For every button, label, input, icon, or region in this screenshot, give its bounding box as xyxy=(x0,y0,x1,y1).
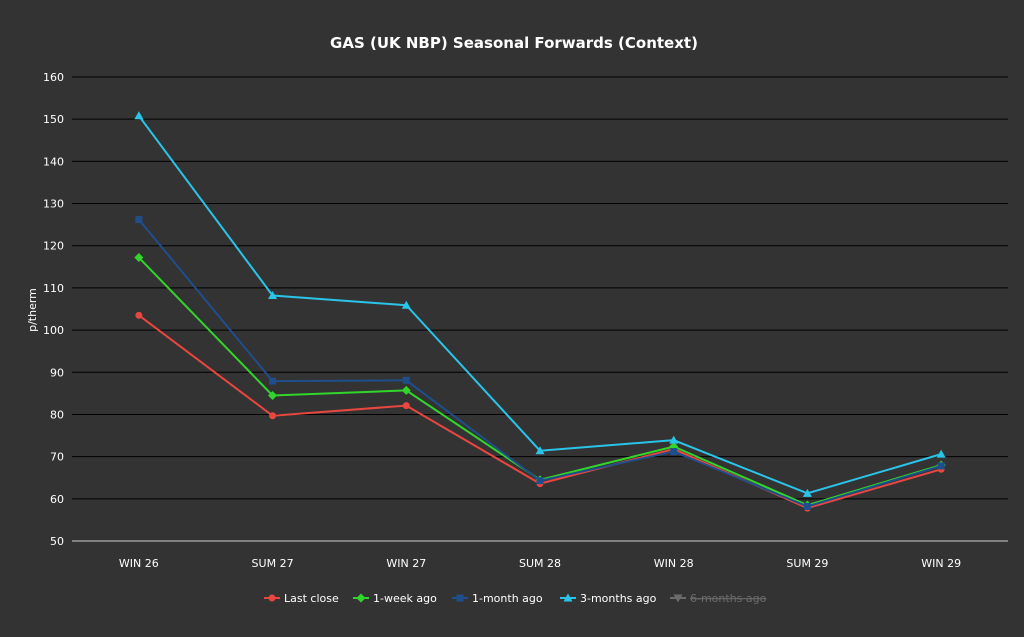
data-point-1-month-ago xyxy=(937,462,945,470)
y-tick-label: 60 xyxy=(50,493,64,506)
series-line-3-months-ago xyxy=(138,115,942,495)
x-tick-label: WIN 28 xyxy=(654,557,694,570)
y-tick-label: 90 xyxy=(50,366,64,379)
gridlines xyxy=(72,76,1008,542)
y-axis-label: p/therm xyxy=(26,288,39,332)
data-point-1-month-ago xyxy=(803,502,811,510)
x-tick-label: SUM 28 xyxy=(519,557,561,570)
data-point-3-months-ago xyxy=(134,111,144,120)
series-1-week-ago xyxy=(134,253,946,510)
series-3-months-ago xyxy=(134,111,946,497)
data-point-1-month-ago xyxy=(402,376,410,384)
legend-marker-icon xyxy=(356,593,366,603)
y-tick-label: 110 xyxy=(43,282,64,295)
legend-label: 6-months ago xyxy=(690,592,767,605)
legend-marker-icon xyxy=(563,593,573,602)
legend-item-6-months-ago[interactable]: 6-months ago xyxy=(670,592,767,605)
data-point-3-months-ago xyxy=(401,300,411,309)
x-tick-label: SUM 27 xyxy=(252,557,294,570)
legend-item-3-months-ago[interactable]: 3-months ago xyxy=(560,592,657,605)
data-point-last-close xyxy=(402,402,410,410)
legend-label: Last close xyxy=(284,592,339,605)
series-1-month-ago xyxy=(135,216,945,510)
legend-label: 3-months ago xyxy=(580,592,657,605)
data-point-1-week-ago xyxy=(268,390,278,400)
data-point-1-month-ago xyxy=(135,216,143,224)
y-tick-label: 130 xyxy=(43,198,64,211)
data-point-1-month-ago xyxy=(269,377,277,385)
x-tick-label: WIN 29 xyxy=(921,557,961,570)
legend-label: 1-month ago xyxy=(472,592,543,605)
x-axis-ticks: WIN 26 SUM 27 WIN 27 SUM 28 WIN 28 SUM 29 WIN … xyxy=(119,557,961,570)
data-point-last-close xyxy=(135,311,143,319)
y-tick-label: 50 xyxy=(50,535,64,548)
y-tick-label: 150 xyxy=(43,113,64,126)
x-tick-label: WIN 27 xyxy=(386,557,426,570)
data-point-1-week-ago xyxy=(401,385,411,395)
legend-marker-icon xyxy=(268,594,276,602)
series-line-1-month-ago xyxy=(138,218,942,508)
x-tick-label: WIN 26 xyxy=(119,557,159,570)
series-line-1-week-ago xyxy=(138,256,942,507)
data-point-3-months-ago xyxy=(802,488,812,497)
data-point-last-close xyxy=(269,412,277,420)
legend-marker-icon xyxy=(673,594,683,603)
data-point-3-months-ago xyxy=(535,446,545,455)
legend-item-last-close[interactable]: Last close xyxy=(264,592,339,605)
legend-item-1-week-ago[interactable]: 1-week ago xyxy=(353,592,437,605)
data-point-1-month-ago xyxy=(536,477,544,485)
data-point-3-months-ago xyxy=(268,291,278,300)
legend-marker-icon xyxy=(456,594,464,602)
data-point-3-months-ago xyxy=(669,435,679,444)
legend-item-1-month-ago[interactable]: 1-month ago xyxy=(452,592,543,605)
data-point-1-week-ago xyxy=(134,253,144,263)
data-point-3-months-ago xyxy=(936,449,946,458)
y-tick-label: 80 xyxy=(50,408,64,421)
y-tick-label: 100 xyxy=(43,324,64,337)
chart-title: GAS (UK NBP) Seasonal Forwards (Context) xyxy=(330,34,698,52)
y-tick-label: 70 xyxy=(50,451,64,464)
y-axis-ticks: 50 60 70 80 90 100 110 120 130 140 150 160 xyxy=(43,71,64,548)
data-point-1-month-ago xyxy=(670,448,678,456)
y-tick-label: 140 xyxy=(43,155,64,168)
y-tick-label: 160 xyxy=(43,71,64,84)
x-tick-label: SUM 29 xyxy=(786,557,828,570)
legend: Last close 1-week ago 1-month ago 3-months … xyxy=(264,592,767,605)
y-tick-label: 120 xyxy=(43,240,64,253)
legend-label: 1-week ago xyxy=(373,592,437,605)
series-group xyxy=(134,111,946,512)
